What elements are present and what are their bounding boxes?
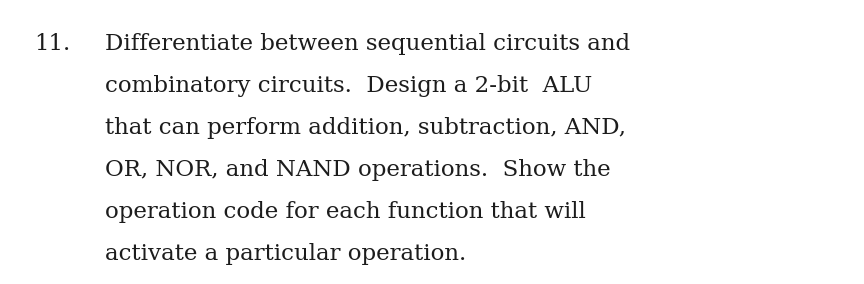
Text: that can perform addition, subtraction, AND,: that can perform addition, subtraction, … <box>105 117 626 139</box>
Text: activate a particular operation.: activate a particular operation. <box>105 243 467 265</box>
Text: combinatory circuits.  Design a 2-bit  ALU: combinatory circuits. Design a 2-bit ALU <box>105 75 593 97</box>
Text: Differentiate between sequential circuits and: Differentiate between sequential circuit… <box>105 33 631 55</box>
Text: OR, NOR, and NAND operations.  Show the: OR, NOR, and NAND operations. Show the <box>105 159 611 181</box>
Text: 11.: 11. <box>35 33 71 55</box>
Text: operation code for each function that will: operation code for each function that wi… <box>105 201 586 223</box>
